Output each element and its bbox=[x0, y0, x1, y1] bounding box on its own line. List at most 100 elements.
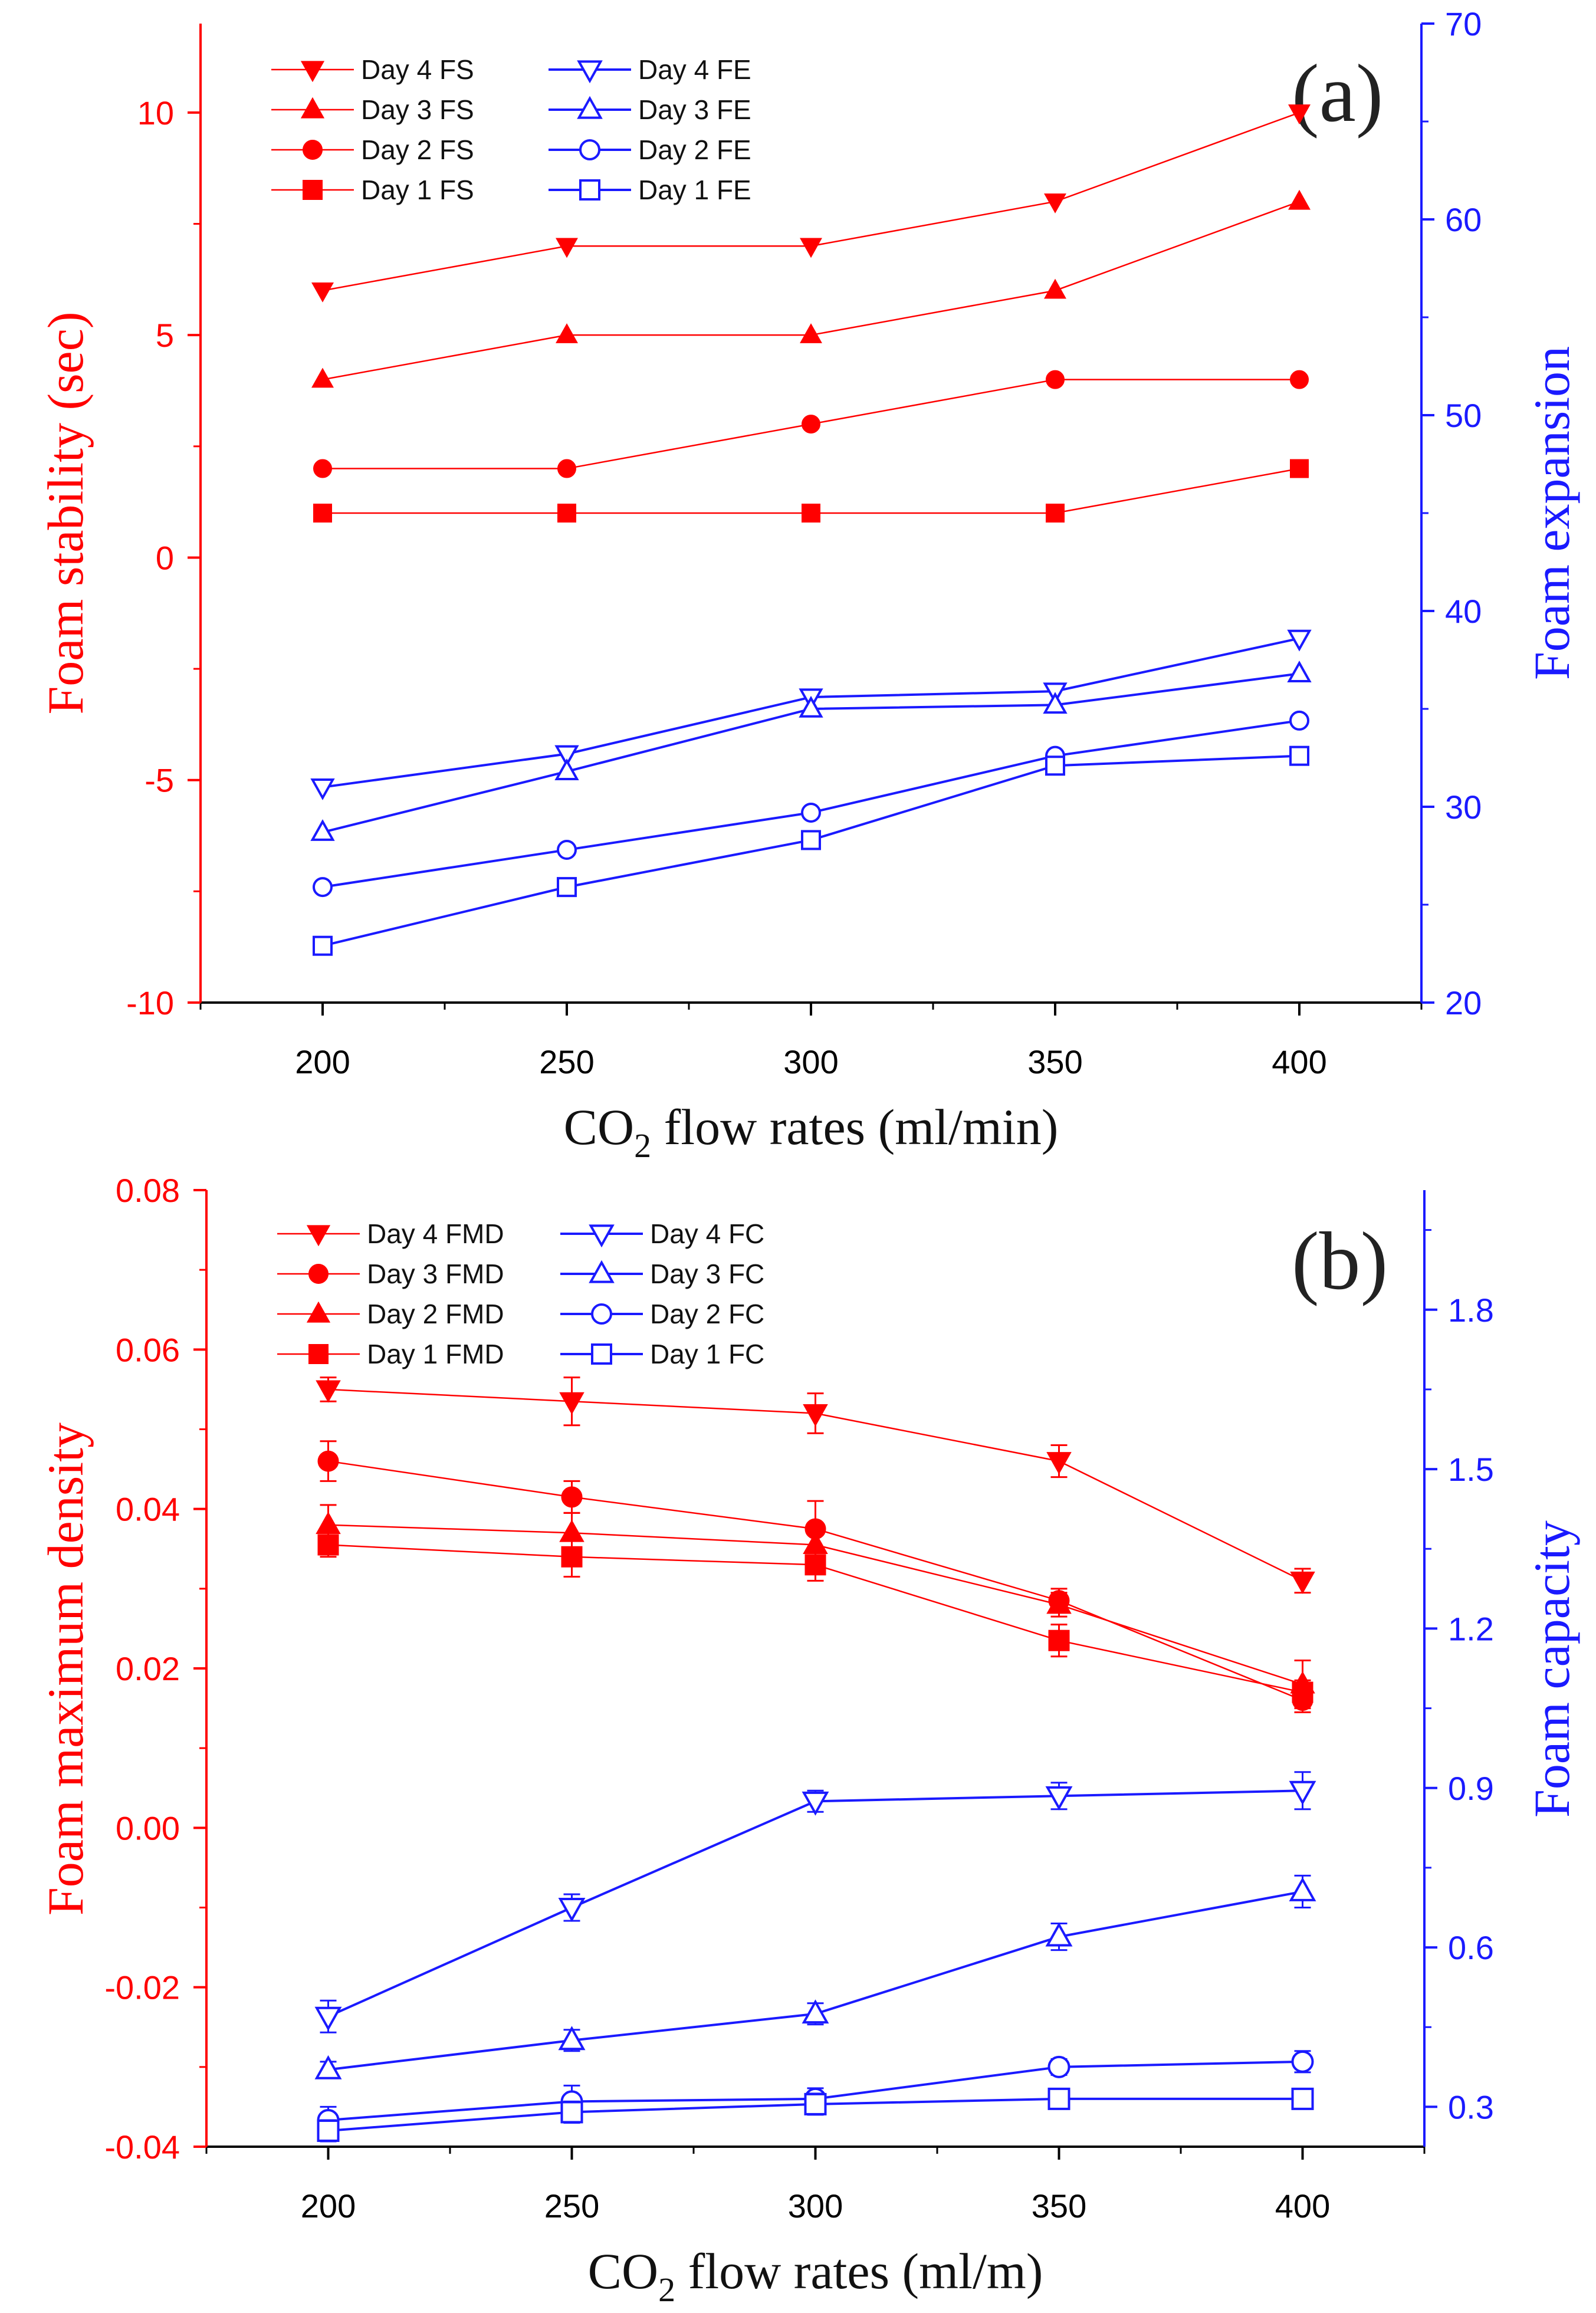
left-y-tick-label: 0.04 bbox=[116, 1491, 180, 1528]
left-series-1 bbox=[311, 104, 1311, 303]
x-tick-label: 350 bbox=[1027, 1043, 1082, 1080]
panel-label: (b) bbox=[1292, 1215, 1388, 1307]
left-y-tick-label: 0.00 bbox=[116, 1809, 180, 1847]
data-point bbox=[1287, 661, 1312, 682]
x-tick-label: 200 bbox=[295, 1043, 350, 1080]
data-point bbox=[557, 840, 577, 860]
x-axis-label: CO2 flow rates (ml/m) bbox=[588, 2243, 1043, 2309]
right-y-axis-label: Foam expansion bbox=[1523, 346, 1580, 680]
legend-label: Day 1 FS bbox=[361, 175, 474, 205]
right-y-axis-label: Foam capacity bbox=[1523, 1520, 1580, 1818]
data-point bbox=[802, 1999, 829, 2024]
right-series-4 bbox=[317, 2087, 1314, 2143]
series-line bbox=[322, 754, 1300, 947]
data-point bbox=[1287, 629, 1312, 652]
data-point bbox=[1290, 1571, 1315, 1594]
data-point bbox=[560, 2101, 583, 2124]
legend-label: Day 4 FC bbox=[650, 1218, 764, 1249]
data-point bbox=[313, 504, 332, 523]
data-point bbox=[800, 323, 822, 343]
data-point bbox=[799, 695, 823, 718]
left-y-tick-label: 0.08 bbox=[116, 1172, 180, 1209]
right-series-4 bbox=[313, 745, 1309, 956]
data-point bbox=[313, 459, 332, 478]
legend-marker bbox=[591, 1303, 612, 1325]
right-y-tick-label: 0.6 bbox=[1448, 1929, 1494, 1966]
left-y-tick-label: 10 bbox=[137, 94, 174, 132]
data-point bbox=[1044, 193, 1066, 213]
data-point bbox=[557, 504, 576, 523]
left-series-3 bbox=[313, 370, 1309, 478]
data-point bbox=[1045, 1922, 1073, 1947]
data-point bbox=[804, 1554, 826, 1576]
right-series-3 bbox=[313, 710, 1309, 898]
data-point bbox=[556, 238, 578, 258]
legend-label: Day 2 FC bbox=[650, 1299, 764, 1329]
data-point bbox=[311, 282, 334, 303]
x-tick-label: 250 bbox=[539, 1043, 594, 1080]
legend-marker bbox=[308, 1344, 329, 1364]
data-point bbox=[1292, 1681, 1313, 1703]
series-line bbox=[322, 201, 1300, 380]
data-point bbox=[314, 2055, 342, 2079]
data-point bbox=[801, 830, 821, 850]
data-point bbox=[802, 415, 820, 434]
x-label-main: CO bbox=[564, 1099, 634, 1155]
right-y-tick-label: 0.3 bbox=[1448, 2088, 1494, 2125]
x-label-main: CO bbox=[588, 2243, 658, 2299]
legend-marker bbox=[300, 97, 325, 119]
data-point bbox=[802, 504, 820, 523]
data-point bbox=[1046, 504, 1065, 523]
legend-label: Day 4 FS bbox=[361, 54, 474, 85]
data-point bbox=[1290, 370, 1309, 389]
x-label-rest: flow rates (ml/min) bbox=[651, 1099, 1058, 1155]
right-y-tick-label: 30 bbox=[1445, 788, 1482, 826]
left-series-1 bbox=[316, 1376, 1315, 1594]
data-point bbox=[1046, 1452, 1072, 1475]
x-tick-label: 400 bbox=[1272, 1043, 1326, 1080]
x-tick-label: 300 bbox=[788, 2187, 843, 2225]
right-y-tick-label: 60 bbox=[1445, 201, 1482, 238]
data-point bbox=[313, 877, 333, 898]
data-point bbox=[1288, 104, 1311, 124]
data-point bbox=[558, 1898, 586, 1922]
legend-label: Day 4 FE bbox=[638, 54, 751, 85]
data-point bbox=[556, 323, 578, 343]
chart-b: 200 250 300 350 400 -0.04 -0.02 0.00 0.02 0.04 0.0… bbox=[37, 1172, 1580, 2309]
data-point bbox=[558, 2026, 586, 2051]
legend-label: Day 1 FMD bbox=[367, 1339, 504, 1369]
data-point bbox=[803, 1404, 828, 1427]
data-point bbox=[1289, 1780, 1316, 1805]
legend-label: Day 3 FMD bbox=[367, 1259, 504, 1289]
x-axis-label: CO2 flow rates (ml/min) bbox=[564, 1099, 1059, 1165]
legend-label: Day 2 FS bbox=[361, 134, 474, 165]
right-y-tick-label: 70 bbox=[1445, 5, 1482, 42]
data-point bbox=[561, 1486, 583, 1508]
data-point bbox=[554, 758, 579, 780]
data-point bbox=[317, 1450, 339, 1472]
legend-label: Day 3 FS bbox=[361, 94, 474, 125]
series-line bbox=[328, 1890, 1303, 2071]
legend-marker bbox=[577, 96, 603, 119]
left-y-tick-label: -10 bbox=[126, 984, 174, 1021]
data-point bbox=[317, 2119, 340, 2142]
x-tick-label: 300 bbox=[783, 1043, 838, 1080]
right-y-tick-label: 1.5 bbox=[1448, 1451, 1494, 1488]
right-y-tick-label: 40 bbox=[1445, 593, 1482, 630]
x-tick-label: 350 bbox=[1032, 2187, 1086, 2225]
data-point bbox=[317, 1534, 339, 1556]
legend-marker bbox=[300, 61, 325, 83]
right-y-tick-label: 1.8 bbox=[1448, 1292, 1494, 1329]
data-point bbox=[1289, 1877, 1316, 1901]
left-y-tick-label: 0.02 bbox=[116, 1650, 180, 1687]
data-point bbox=[313, 935, 333, 956]
right-y-tick-label: 50 bbox=[1445, 397, 1482, 434]
x-label-subscript: 2 bbox=[658, 2271, 675, 2309]
series-line bbox=[327, 1789, 1303, 2018]
data-point bbox=[314, 2006, 342, 2031]
legend-marker bbox=[306, 1225, 331, 1247]
legend-label: Day 1 FE bbox=[638, 175, 751, 205]
data-point bbox=[316, 1380, 341, 1403]
x-label-subscript: 2 bbox=[634, 1126, 651, 1165]
